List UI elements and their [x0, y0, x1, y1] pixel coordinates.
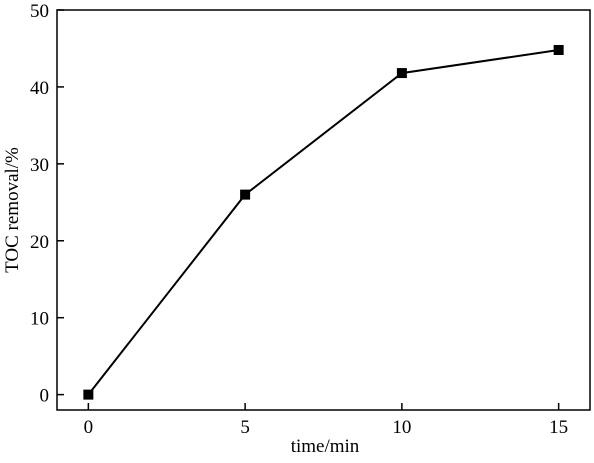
x-tick-label: 0 [84, 417, 94, 438]
x-tick-label: 15 [549, 417, 568, 438]
x-tick-label: 5 [240, 417, 250, 438]
y-tick-label: 30 [30, 155, 49, 176]
plot-frame [56, 9, 591, 411]
y-tick-label: 20 [30, 232, 49, 253]
y-tick-label: 40 [30, 78, 49, 99]
y-tick-label: 10 [30, 309, 49, 330]
data-point [83, 389, 94, 400]
data-point [553, 45, 564, 55]
data-line [87, 49, 559, 396]
y-axis-label: TOC removal/% [2, 147, 23, 273]
x-tick-label: 10 [392, 417, 411, 438]
data-point [396, 68, 407, 79]
y-tick-label: 0 [40, 386, 50, 407]
y-tick-label: 50 [30, 1, 49, 22]
data-point [240, 189, 251, 200]
x-axis-label: time/min [291, 436, 360, 457]
